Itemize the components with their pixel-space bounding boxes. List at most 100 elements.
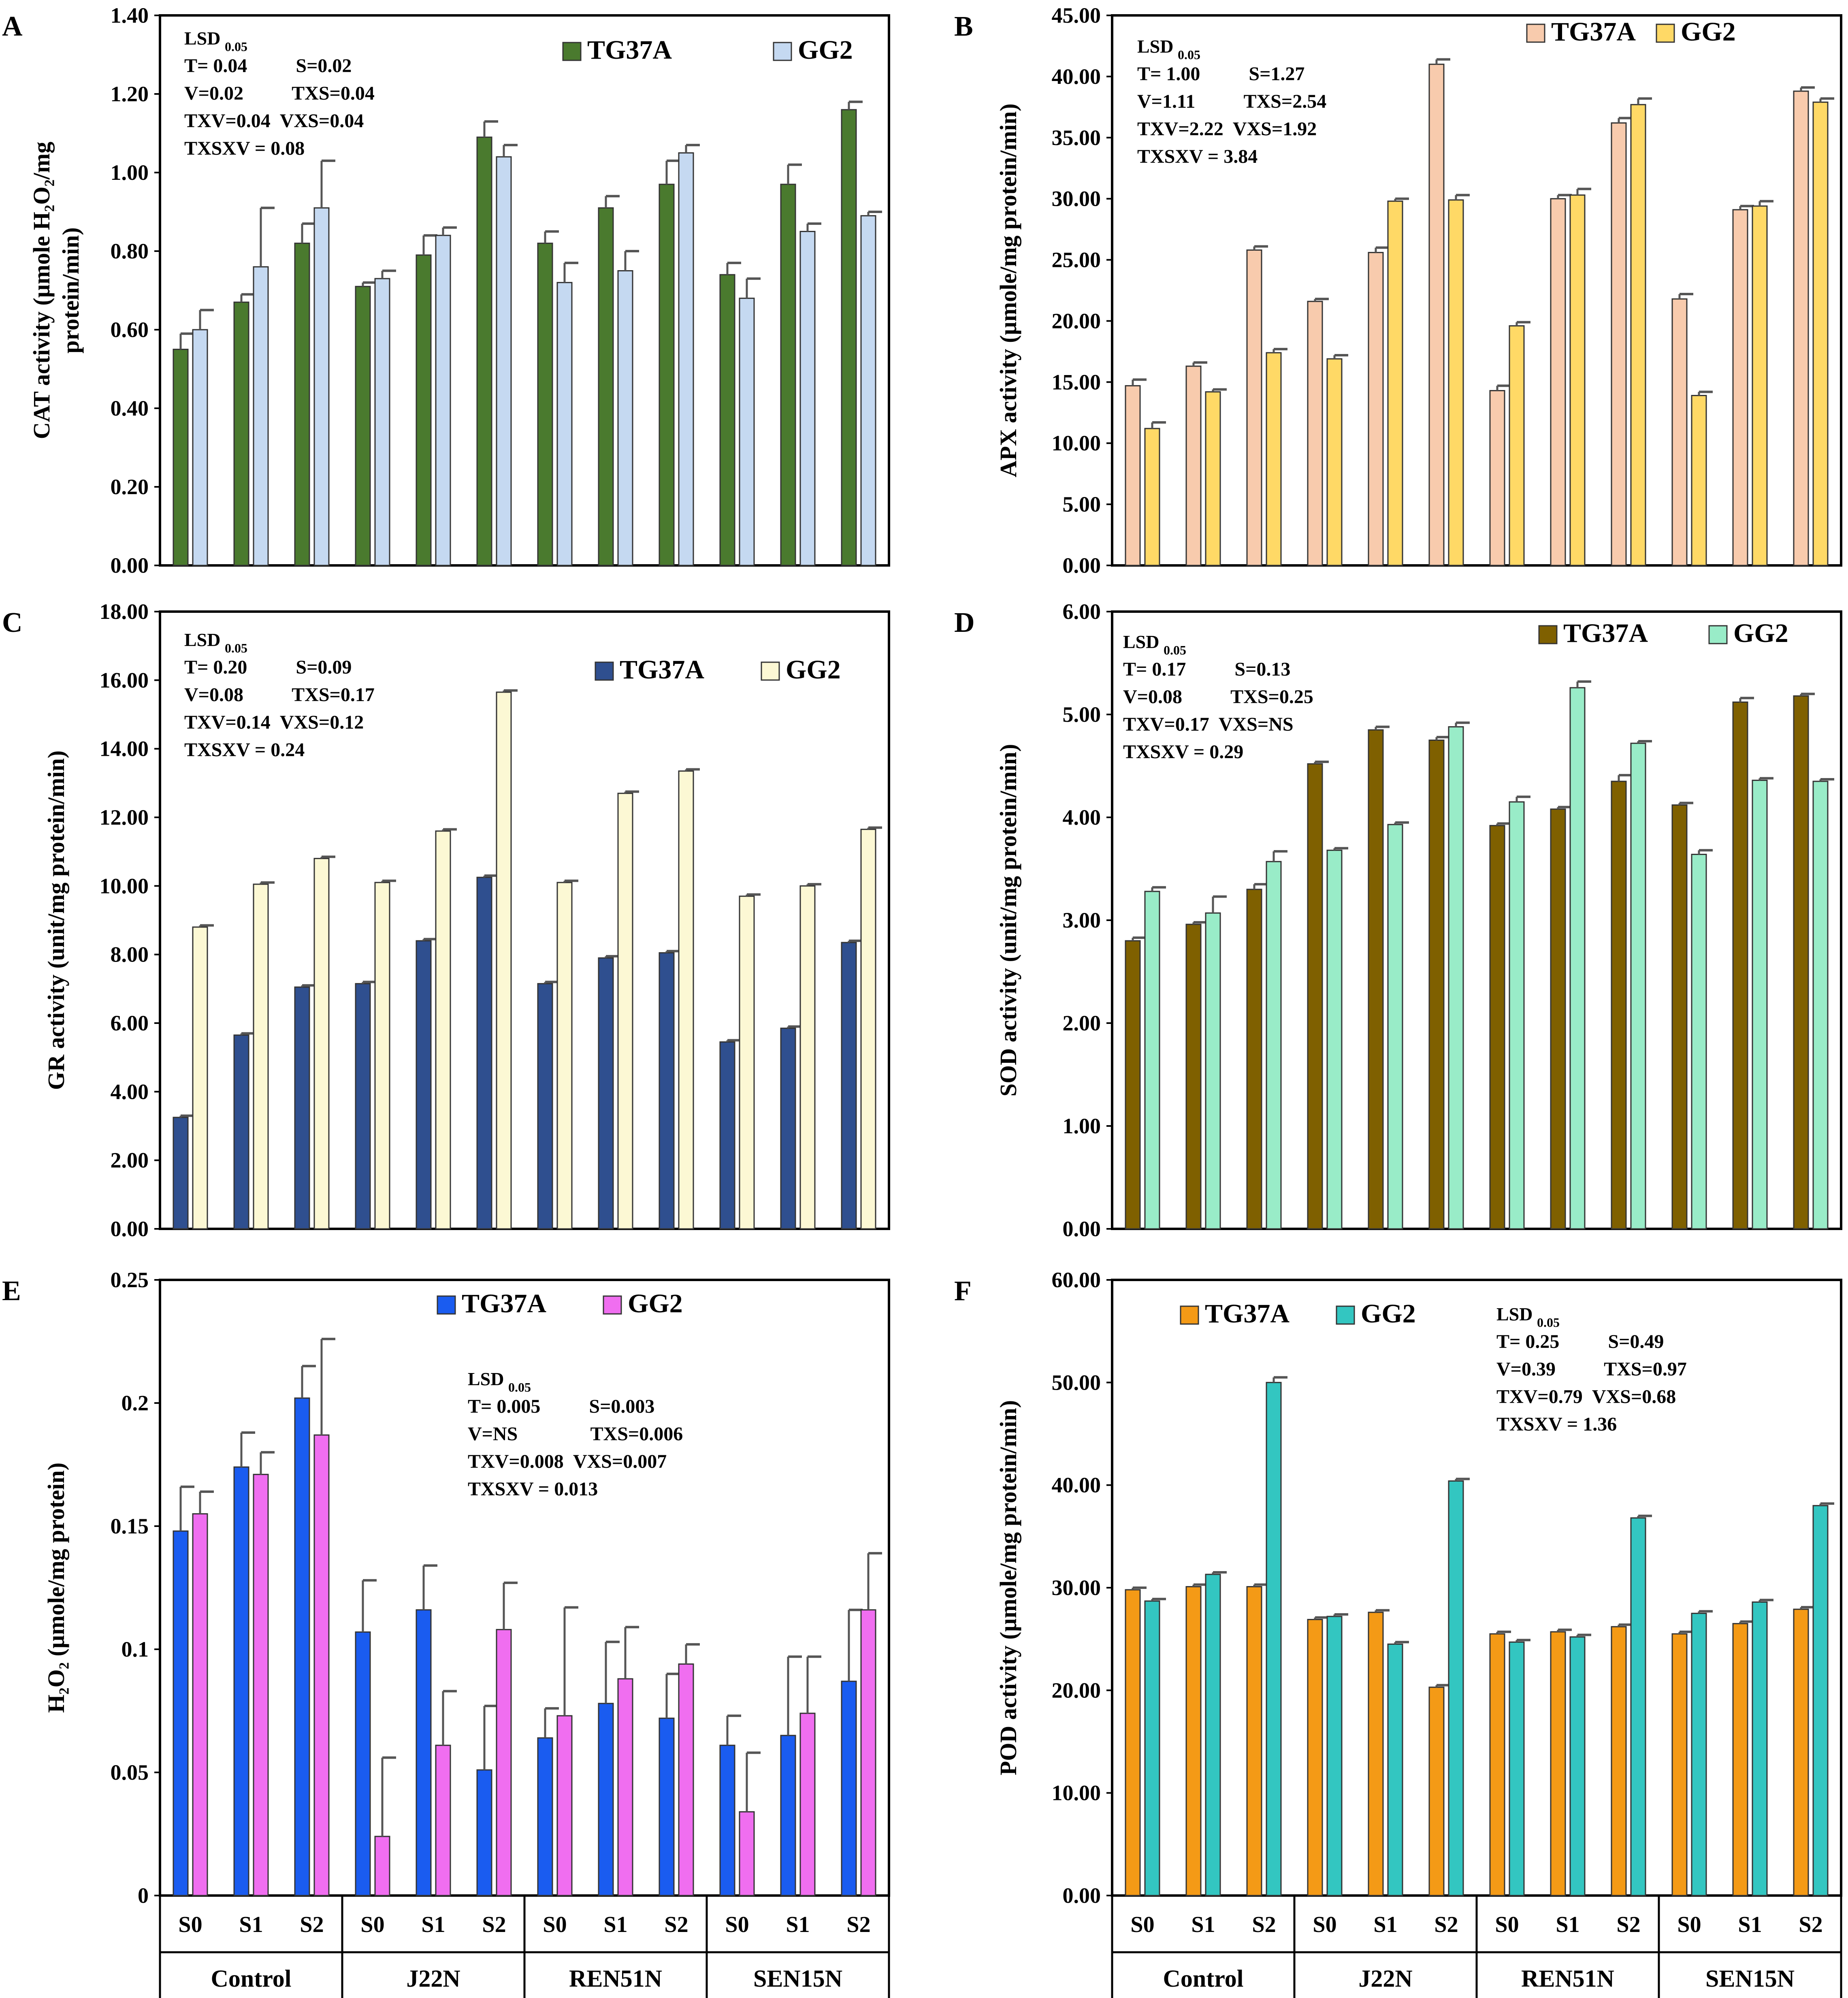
group-label-control: Control xyxy=(211,1965,292,1992)
plot-frame xyxy=(159,1279,890,1897)
y-tick-label: 8.00 xyxy=(111,942,149,967)
bar-tg37a-4 xyxy=(355,1631,371,1896)
bar-tg37a-8 xyxy=(598,957,614,1230)
lsd-line: TXV=0.04 VXS=0.04 xyxy=(184,110,364,132)
stress-label-s2: S2 xyxy=(300,1912,324,1937)
panel-letter: D xyxy=(954,607,975,638)
bar-gg2-8 xyxy=(1569,194,1586,566)
bar-gg2-12 xyxy=(860,1609,876,1896)
bar-tg37a-8 xyxy=(598,1703,614,1896)
bar-gg2-5 xyxy=(435,830,451,1230)
chart-panel-d: D 0.00 1.00 2.00 3.00 4.00 5.00 6.00 SOD activit… xyxy=(954,599,1842,1241)
plot-frame xyxy=(1111,1279,1842,1897)
legend-label-gg2: GG2 xyxy=(786,655,841,684)
bar-tg37a-6 xyxy=(476,1769,492,1896)
bar-tg37a-9 xyxy=(659,952,675,1230)
group-label-sen15n: SEN15N xyxy=(753,1965,842,1992)
bar-gg2-11 xyxy=(799,231,816,566)
lsd-line: TXSXV = 0.24 xyxy=(184,739,305,761)
bar-gg2-2 xyxy=(1205,1574,1221,1896)
y-axis-label-line: protein/min) xyxy=(58,227,84,354)
lsd-annotation: LSD 0.05T= 0.04 S=0.02 V=0.02 TXS=0.04 TXV=… xyxy=(184,28,375,159)
y-tick-label: 10.00 xyxy=(1052,1781,1101,1805)
y-tick-label: 0.40 xyxy=(111,396,149,420)
chart-panel-a: A 0.00 0.20 0.40 0.60 0.80 1.00 1.20 1.40 CAT act… xyxy=(2,3,890,578)
y-tick-label: 4.00 xyxy=(111,1079,149,1104)
lsd-line: TXSXV = 0.013 xyxy=(468,1478,598,1500)
stress-label-s1: S1 xyxy=(421,1912,445,1937)
legend-swatch-gg2 xyxy=(603,1295,622,1315)
y-tick-label: 1.00 xyxy=(1063,1114,1101,1138)
panel-letter: B xyxy=(954,11,973,42)
bar-tg37a-5 xyxy=(1368,1612,1384,1896)
legend-label-gg2: GG2 xyxy=(798,35,853,65)
lsd-line: V=0.39 TXS=0.97 xyxy=(1496,1358,1687,1380)
bar-tg37a-12 xyxy=(1793,695,1809,1230)
stress-label-s1: S1 xyxy=(1556,1912,1579,1937)
y-tick-label: 5.00 xyxy=(1063,492,1101,516)
y-tick-label: 10.00 xyxy=(100,874,149,898)
stress-label-s0: S0 xyxy=(360,1912,384,1937)
panel-letter: C xyxy=(2,607,23,638)
panel-letter: F xyxy=(954,1275,972,1307)
bar-tg37a-1 xyxy=(173,1117,189,1230)
bar-gg2-7 xyxy=(1509,801,1525,1230)
bar-gg2-9 xyxy=(678,770,694,1230)
bar-tg37a-1 xyxy=(1125,940,1141,1230)
bar-gg2-6 xyxy=(1448,726,1464,1230)
bar-gg2-10 xyxy=(1691,395,1707,566)
lsd-annotation: LSD 0.05T= 0.25 S=0.49 V=0.39 TXS=0.97 TXV=… xyxy=(1496,1304,1687,1435)
y-tick-label: 16.00 xyxy=(100,668,149,692)
lsd-line: T= 0.20 S=0.09 xyxy=(184,657,352,678)
chart-panel-c: C 0.00 2.00 4.00 6.00 8.00 10.00 12.00 14.00 16.0… xyxy=(2,599,890,1241)
lsd-title: LSD xyxy=(468,1369,504,1389)
category-axis-f: S0 S1 S2 Control S0 S1 S2 J22N S0 S1 S2 REN51N S0 S1 S… xyxy=(1111,1896,1842,1998)
bar-tg37a-2 xyxy=(1185,1586,1202,1896)
stress-label-s1: S1 xyxy=(1738,1912,1762,1937)
bar-gg2-11 xyxy=(799,1712,816,1896)
bar-tg37a-7 xyxy=(1489,390,1505,566)
lsd-line: TXV=2.22 VXS=1.92 xyxy=(1137,118,1317,140)
y-tick-label: 30.00 xyxy=(1052,1576,1101,1600)
stress-label-s0: S0 xyxy=(543,1912,567,1937)
bar-tg37a-8 xyxy=(1550,198,1566,566)
bar-gg2-12 xyxy=(1812,1505,1829,1896)
y-tick-label: 1.20 xyxy=(111,82,149,106)
y-tick-label: 50.00 xyxy=(1052,1370,1101,1395)
y-tick-label: 0.05 xyxy=(111,1760,149,1785)
stress-label-s0: S0 xyxy=(178,1912,202,1937)
lsd-line: V=0.02 TXS=0.04 xyxy=(184,83,375,104)
bar-tg37a-6 xyxy=(476,136,492,566)
bar-tg37a-8 xyxy=(1550,808,1566,1230)
y-tick-label: 0.2 xyxy=(121,1391,149,1415)
lsd-title: LSD xyxy=(1123,631,1159,652)
y-tick-label: 2.00 xyxy=(1063,1011,1101,1035)
bar-gg2-2 xyxy=(1205,912,1221,1230)
y-tick-label: 0.00 xyxy=(111,1217,149,1241)
legend: TG37A GG2 xyxy=(1538,618,1788,648)
bar-gg2-10 xyxy=(739,896,755,1230)
lsd-subscript: 0.05 xyxy=(1537,1315,1560,1330)
plot-frame xyxy=(159,14,890,567)
bar-gg2-2 xyxy=(1205,391,1221,566)
bar-tg37a-5 xyxy=(1368,729,1384,1230)
legend: TG37A GG2 xyxy=(1526,17,1736,47)
y-tick-label: 18.00 xyxy=(100,599,149,624)
bar-gg2-6 xyxy=(1448,199,1464,566)
bar-tg37a-12 xyxy=(1793,1608,1809,1896)
bar-tg37a-7 xyxy=(537,983,553,1230)
bar-tg37a-10 xyxy=(719,1744,735,1896)
lsd-line: TXV=0.17 VXS=NS xyxy=(1123,714,1294,735)
bar-gg2-1 xyxy=(1144,1600,1160,1896)
lsd-annotation: LSD 0.05T= 0.005 S=0.003 V=NS TXS=0.006 TXV… xyxy=(468,1369,683,1500)
bar-tg37a-10 xyxy=(1671,298,1688,566)
y-axis-label-line: APX activity (µmole/mg protein/min) xyxy=(995,103,1021,477)
bar-gg2-7 xyxy=(556,1715,573,1896)
y-tick-label: 4.00 xyxy=(1063,805,1101,829)
bar-tg37a-2 xyxy=(1185,923,1202,1230)
group-label-j22n: J22N xyxy=(1358,1965,1412,1992)
y-tick-label: 45.00 xyxy=(1052,3,1101,28)
bar-tg37a-12 xyxy=(841,109,857,566)
lsd-line: V=NS TXS=0.006 xyxy=(468,1423,683,1445)
stress-label-s2: S2 xyxy=(1799,1912,1822,1937)
